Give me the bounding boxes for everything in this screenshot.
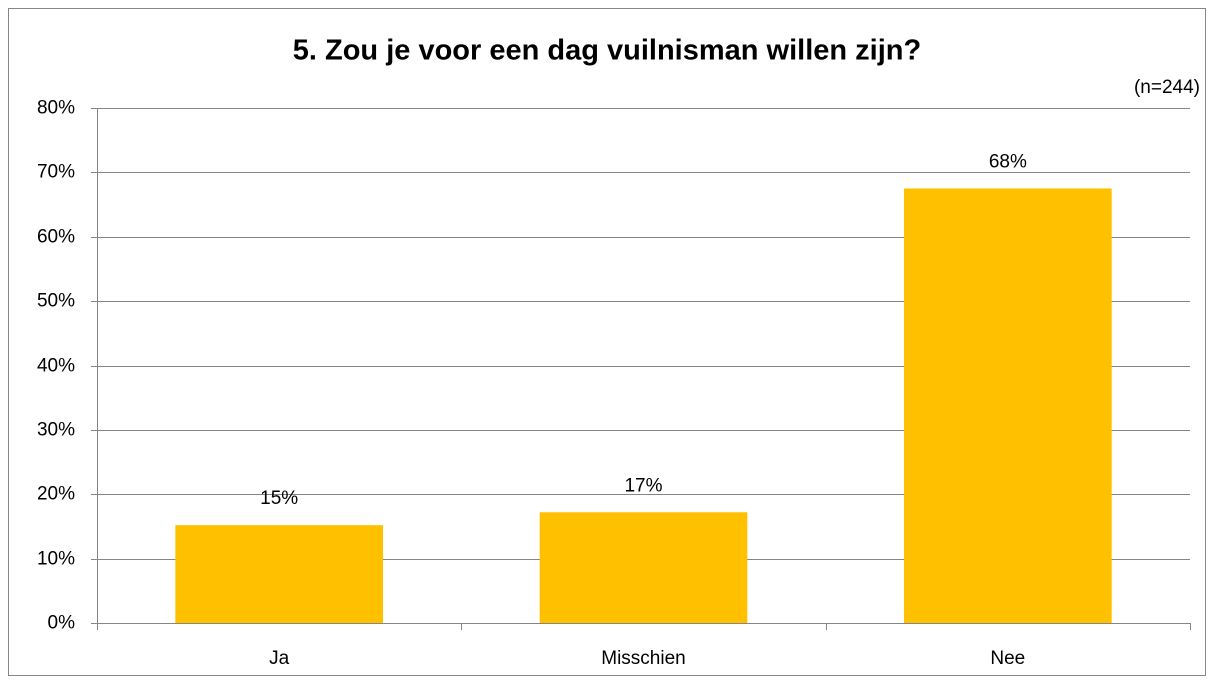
annotation: (n=244) bbox=[1134, 77, 1200, 98]
y-tick-label: 20% bbox=[37, 484, 75, 505]
y-tick-label: 0% bbox=[48, 613, 76, 634]
y-tick-label: 10% bbox=[37, 549, 75, 570]
bar bbox=[903, 188, 1112, 623]
bar bbox=[539, 512, 748, 623]
data-label: 17% bbox=[624, 475, 662, 496]
y-tick-label: 80% bbox=[37, 98, 75, 119]
x-tick-label: Ja bbox=[269, 648, 290, 669]
y-tick-label: 30% bbox=[37, 420, 75, 441]
bar bbox=[175, 525, 384, 623]
y-tick-label: 50% bbox=[37, 291, 75, 312]
y-tick-label: 70% bbox=[37, 162, 75, 183]
x-tick-label: Nee bbox=[990, 648, 1025, 669]
y-tick-label: 40% bbox=[37, 356, 75, 377]
data-label: 15% bbox=[260, 488, 298, 509]
y-tick-label: 60% bbox=[37, 227, 75, 248]
x-tick-label: Misschien bbox=[601, 648, 685, 669]
data-label: 68% bbox=[989, 151, 1027, 172]
chart-title: 5. Zou je voor een dag vuilnisman willen… bbox=[293, 35, 921, 67]
